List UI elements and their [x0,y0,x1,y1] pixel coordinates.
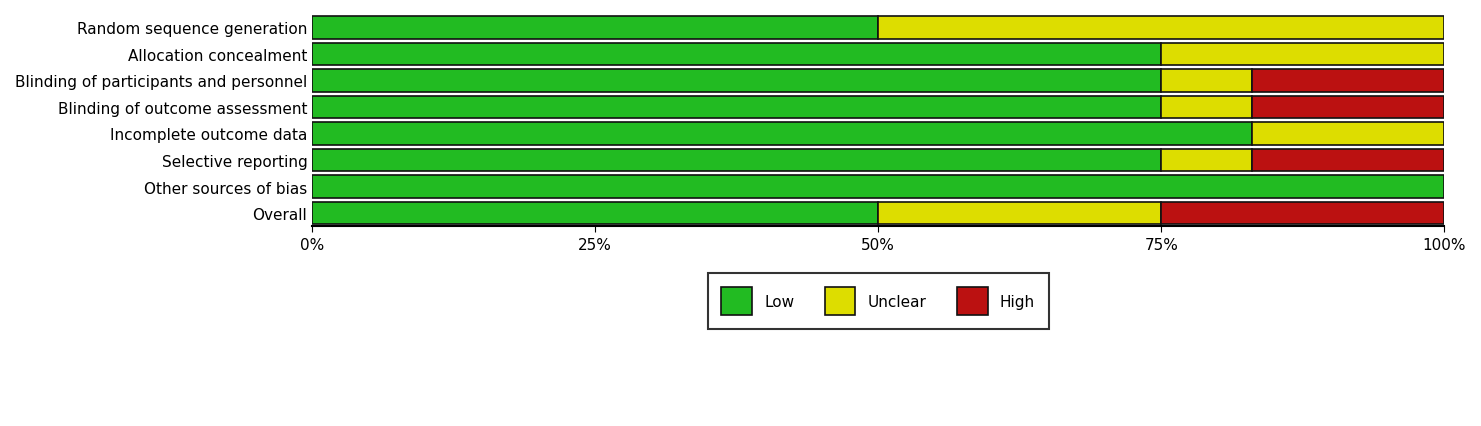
Bar [1251,70,1444,92]
Bar [1161,96,1251,119]
Bar [312,17,878,40]
Legend: Low, Unclear, High: Low, Unclear, High [708,273,1049,329]
Bar [312,150,1161,172]
Bar [1161,70,1251,92]
Bar [312,96,1161,119]
Bar [878,17,1444,40]
Bar [312,202,878,225]
Bar [312,43,1161,66]
Bar [878,202,1161,225]
Bar [312,70,1161,92]
Bar [1161,202,1444,225]
Bar [312,176,1444,199]
Bar [1161,150,1251,172]
Bar [1251,123,1444,145]
Bar [1251,150,1444,172]
Bar [1251,96,1444,119]
Bar [312,123,1251,145]
Bar [1161,43,1444,66]
